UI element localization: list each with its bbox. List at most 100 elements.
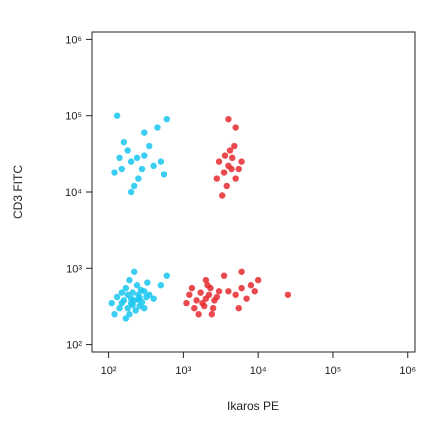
point — [108, 299, 115, 307]
point — [146, 291, 153, 298]
x-tick-label: 10² — [101, 365, 117, 377]
point — [215, 288, 223, 295]
point — [254, 276, 262, 284]
point — [144, 279, 151, 286]
point — [127, 158, 135, 165]
y-tick-label: 10⁶ — [65, 34, 82, 46]
point — [150, 295, 157, 302]
point — [118, 165, 125, 173]
point — [229, 154, 236, 162]
point — [238, 268, 245, 275]
point — [120, 138, 128, 146]
x-tick-label: 10⁴ — [250, 365, 267, 377]
point — [116, 304, 123, 312]
point — [138, 165, 146, 173]
point — [193, 297, 200, 304]
point — [218, 192, 226, 199]
point — [188, 284, 196, 292]
point — [231, 142, 238, 150]
point — [251, 288, 258, 295]
point — [122, 284, 130, 292]
point — [141, 304, 148, 312]
point — [197, 289, 204, 296]
point — [205, 291, 213, 298]
point — [160, 171, 168, 178]
point — [204, 282, 211, 289]
point — [113, 112, 121, 119]
point — [111, 311, 118, 318]
point — [232, 291, 239, 298]
point — [111, 169, 118, 176]
point — [150, 162, 157, 170]
point — [183, 299, 190, 307]
point — [141, 129, 148, 136]
point — [118, 289, 125, 296]
point — [235, 304, 242, 312]
point — [201, 302, 208, 310]
point — [124, 147, 131, 154]
point — [131, 182, 138, 190]
point — [133, 154, 141, 162]
point — [133, 282, 141, 289]
point — [221, 152, 229, 159]
y-tick-label: 10² — [66, 340, 82, 352]
point — [213, 175, 221, 182]
point — [163, 115, 170, 123]
x-tick-label: 10³ — [175, 365, 191, 377]
x-tick-label: 10⁶ — [399, 365, 416, 377]
point — [120, 297, 128, 304]
point — [243, 295, 250, 302]
point — [186, 291, 193, 298]
point — [220, 272, 228, 279]
point — [191, 304, 198, 312]
point — [154, 124, 161, 131]
point — [124, 291, 131, 298]
point — [122, 315, 130, 322]
point — [232, 175, 239, 182]
point — [116, 154, 123, 162]
point — [131, 268, 138, 275]
point — [157, 158, 165, 165]
point — [126, 311, 133, 318]
point — [238, 158, 245, 165]
point — [146, 142, 153, 150]
y-axis-title: CD3 FITC — [11, 165, 25, 219]
y-tick-label: 10⁴ — [65, 187, 82, 199]
point — [136, 294, 143, 302]
point — [129, 289, 136, 296]
point — [220, 169, 228, 176]
point — [284, 291, 292, 298]
point — [157, 282, 165, 289]
point — [209, 304, 217, 312]
point — [223, 182, 230, 190]
point — [232, 124, 239, 131]
point — [202, 276, 210, 284]
point — [124, 304, 131, 312]
point — [247, 282, 255, 289]
point — [127, 299, 135, 307]
point — [141, 152, 148, 159]
point — [235, 165, 242, 173]
point — [127, 188, 135, 196]
point — [226, 147, 234, 154]
point — [135, 175, 142, 182]
point — [238, 284, 245, 292]
point — [225, 115, 232, 123]
point — [132, 307, 139, 314]
y-tick-label: 10⁵ — [65, 111, 82, 123]
point — [208, 311, 216, 318]
point — [163, 272, 170, 279]
x-tick-label: 10⁵ — [325, 365, 342, 377]
point — [215, 158, 223, 165]
point — [126, 276, 133, 284]
point — [225, 288, 232, 295]
point — [137, 286, 145, 294]
x-axis-title: Ikaros PE — [227, 399, 279, 413]
point — [228, 165, 235, 173]
y-tick-label: 10³ — [66, 263, 82, 275]
point — [113, 293, 121, 301]
point — [211, 297, 218, 304]
point — [195, 311, 202, 318]
